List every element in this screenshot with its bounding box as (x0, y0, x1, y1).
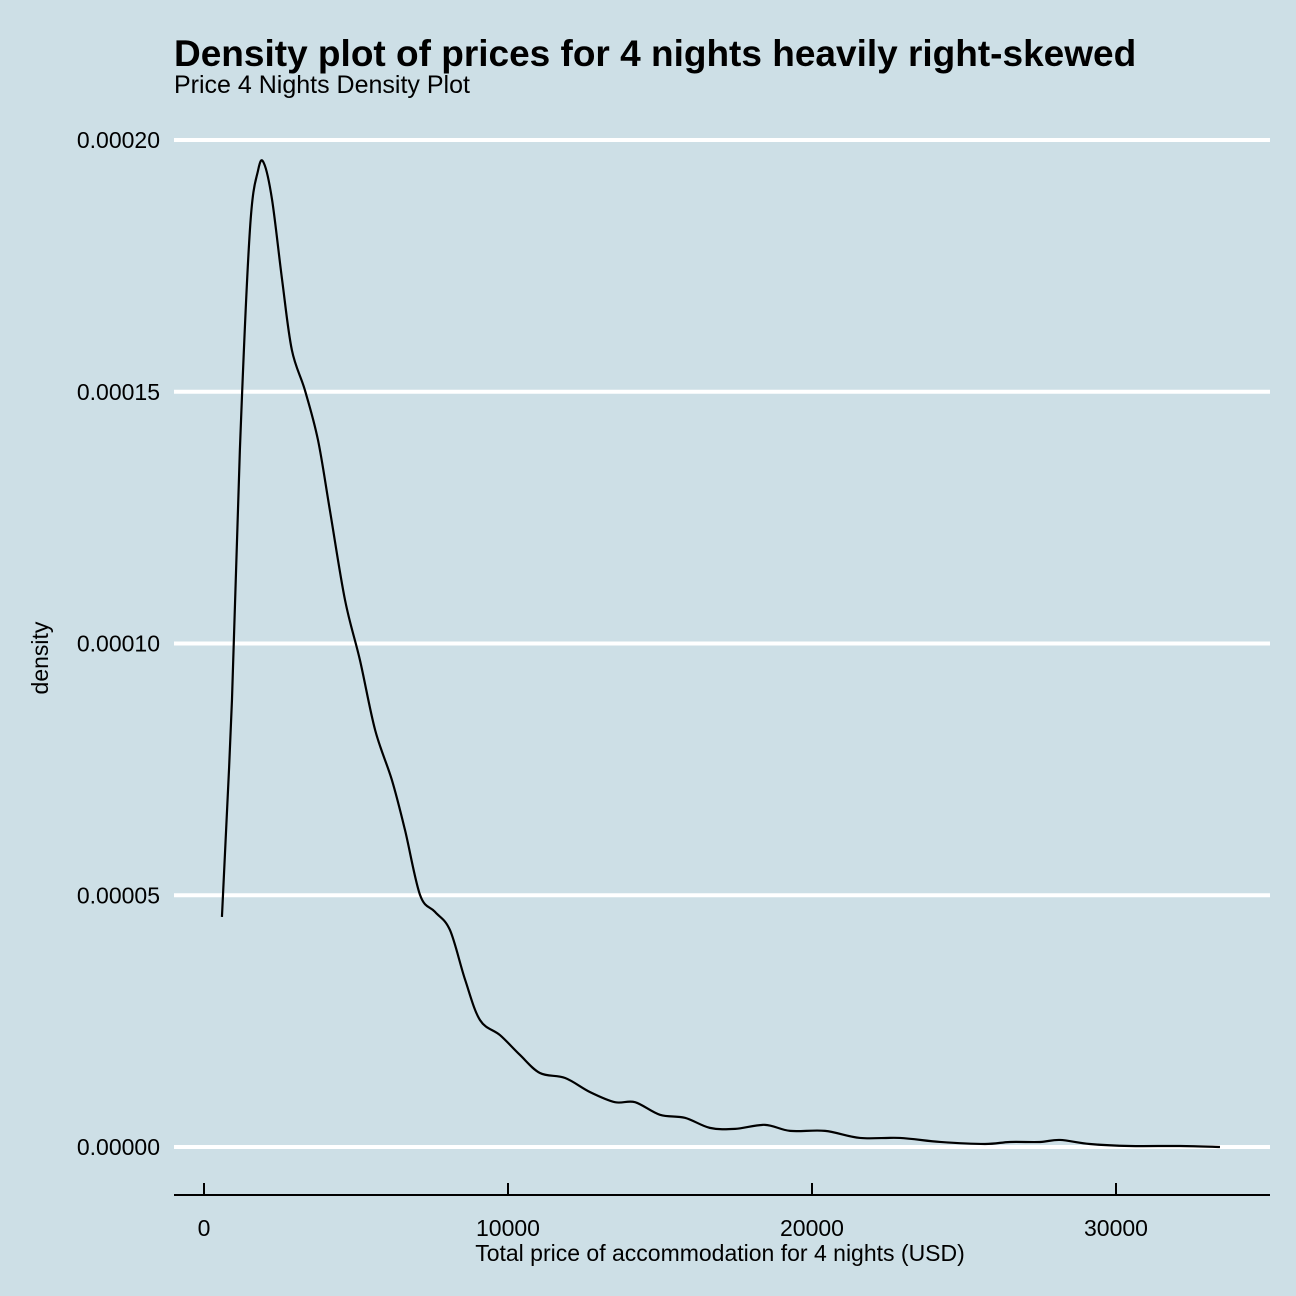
chart-subtitle: Price 4 Nights Density Plot (174, 71, 470, 99)
x-tick-label: 20000 (780, 1215, 844, 1241)
y-tick-label: 0.00005 (77, 882, 160, 908)
x-tick-label: 10000 (476, 1215, 540, 1241)
y-axis-label: density (27, 621, 53, 694)
x-axis-label: Total price of accommodation for 4 night… (475, 1240, 965, 1266)
density-curve (220, 159, 1220, 1149)
y-tick-label: 0.00000 (77, 1134, 160, 1160)
y-axis-ticks: 0.00000 0.00005 0.00010 0.00015 0.00020 (77, 127, 160, 1160)
y-tick-label: 0.00010 (77, 631, 160, 657)
x-axis-ticks: 0 10000 20000 30000 (198, 1183, 1148, 1241)
chart-title: Density plot of prices for 4 nights heav… (174, 33, 1136, 74)
grid-lines (174, 138, 1270, 1149)
x-tick-label: 30000 (1084, 1215, 1148, 1241)
x-tick-label: 0 (198, 1215, 211, 1241)
y-tick-label: 0.00015 (77, 379, 160, 405)
y-tick-label: 0.00020 (77, 127, 160, 153)
